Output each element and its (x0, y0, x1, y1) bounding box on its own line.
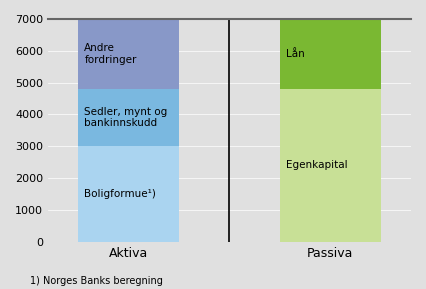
Text: Sedler, mynt og
bankinnskudd: Sedler, mynt og bankinnskudd (84, 107, 167, 128)
Text: Boligformue¹): Boligformue¹) (84, 189, 156, 199)
Text: Egenkapital: Egenkapital (286, 160, 348, 170)
Text: Lån: Lån (286, 49, 305, 59)
Text: Andre
fordringer: Andre fordringer (84, 43, 137, 65)
Bar (78, 19, 179, 89)
Bar (280, 89, 381, 242)
Bar (78, 89, 179, 146)
Bar (280, 19, 381, 89)
Bar (78, 146, 179, 242)
Text: 1) Norges Banks beregning: 1) Norges Banks beregning (30, 276, 163, 286)
